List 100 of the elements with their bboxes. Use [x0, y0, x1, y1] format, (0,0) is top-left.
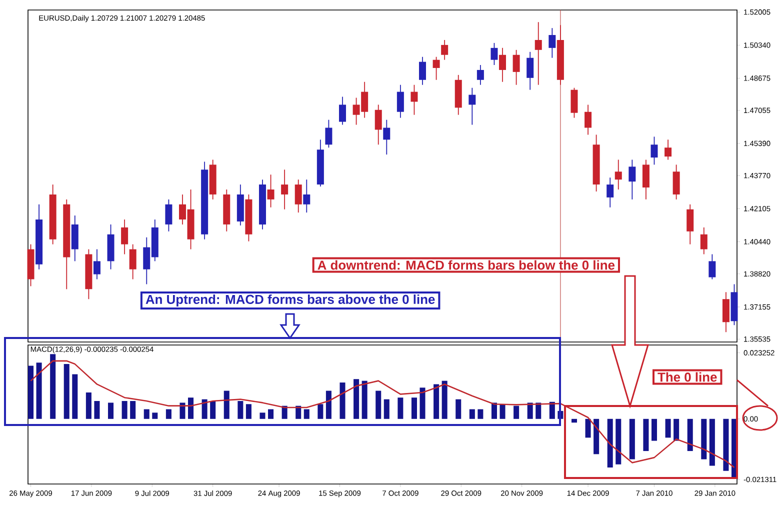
candlestick	[614, 159, 622, 190]
bar	[434, 384, 440, 419]
bar	[188, 398, 194, 419]
bar	[549, 402, 555, 419]
candlestick	[281, 169, 288, 210]
bar	[594, 418, 600, 454]
bar	[376, 390, 382, 419]
candlestick	[476, 64, 484, 86]
bar	[72, 374, 78, 419]
candlestick	[267, 174, 274, 208]
bar	[64, 364, 70, 419]
bar	[398, 398, 404, 419]
candlestick	[628, 159, 636, 200]
bar	[238, 400, 244, 419]
bar	[144, 409, 150, 419]
candlestick	[584, 104, 592, 136]
bar	[130, 400, 136, 419]
bar	[340, 382, 346, 419]
bar	[571, 418, 577, 423]
bar	[326, 390, 332, 419]
bar	[478, 409, 484, 419]
candlestick	[209, 159, 216, 200]
bar	[246, 404, 252, 419]
bar	[616, 418, 622, 464]
bar	[122, 400, 128, 419]
bar	[469, 409, 475, 419]
candlestick	[454, 74, 462, 116]
candlestick	[93, 248, 100, 280]
candlestick	[374, 104, 382, 146]
candlestick	[664, 139, 672, 160]
bar	[166, 409, 172, 419]
bar	[304, 409, 310, 419]
bar	[536, 402, 542, 419]
candlestick	[499, 47, 506, 82]
bar	[607, 418, 613, 468]
candlestick	[606, 177, 614, 208]
candlestick	[294, 179, 302, 213]
candlestick	[730, 284, 738, 326]
candlestick	[245, 194, 252, 242]
candlestick	[700, 226, 708, 255]
candlestick	[129, 244, 136, 280]
candlestick	[201, 161, 208, 240]
candlestick	[121, 219, 128, 255]
candlestick	[223, 189, 230, 232]
bar	[420, 388, 426, 419]
candlestick	[642, 159, 650, 200]
candlestick	[432, 56, 440, 80]
bar	[362, 380, 368, 419]
candlestick	[303, 179, 310, 213]
bar	[456, 399, 462, 419]
bar	[585, 418, 591, 438]
bar	[643, 418, 649, 452]
bar	[296, 406, 302, 419]
bar	[527, 402, 533, 419]
candlestick	[650, 136, 658, 166]
bar	[180, 402, 186, 419]
bar	[210, 400, 216, 419]
candlestick	[107, 224, 114, 270]
candlestick	[490, 42, 498, 66]
bar	[687, 418, 693, 452]
bar	[36, 362, 42, 419]
bar	[665, 418, 671, 438]
annotation: An Uptrend: MACD forms bars above the 0 line	[146, 294, 435, 307]
candlestick	[85, 248, 92, 300]
candlestick	[236, 184, 244, 226]
bar	[384, 399, 390, 419]
candlestick	[686, 204, 694, 245]
bar	[318, 404, 324, 419]
candlestick	[468, 87, 476, 126]
candlestick	[708, 254, 716, 280]
bar	[442, 380, 448, 419]
candlestick	[512, 49, 520, 86]
candlestick	[27, 244, 34, 287]
candlestick	[592, 134, 600, 192]
bar	[500, 404, 506, 419]
bar	[709, 418, 715, 466]
bar	[202, 399, 208, 419]
bar	[674, 418, 680, 441]
candlestick	[548, 28, 556, 58]
candlestick	[396, 84, 404, 118]
bar	[260, 412, 266, 419]
candlestick	[441, 40, 448, 60]
bar	[354, 379, 360, 419]
candlestick	[672, 164, 680, 200]
bar	[491, 402, 497, 419]
candlestick	[419, 56, 426, 86]
candlestick	[49, 184, 56, 245]
bar	[268, 409, 274, 419]
candlestick	[526, 51, 534, 90]
bar	[701, 418, 707, 460]
candlestick	[570, 87, 578, 118]
bar	[282, 406, 288, 419]
candlestick	[63, 198, 70, 290]
candlestick	[339, 96, 346, 126]
bar	[651, 418, 658, 441]
bar	[514, 406, 520, 419]
bar	[94, 400, 100, 419]
candlestick	[722, 292, 730, 333]
candlestick	[258, 179, 266, 230]
bar	[629, 418, 635, 460]
